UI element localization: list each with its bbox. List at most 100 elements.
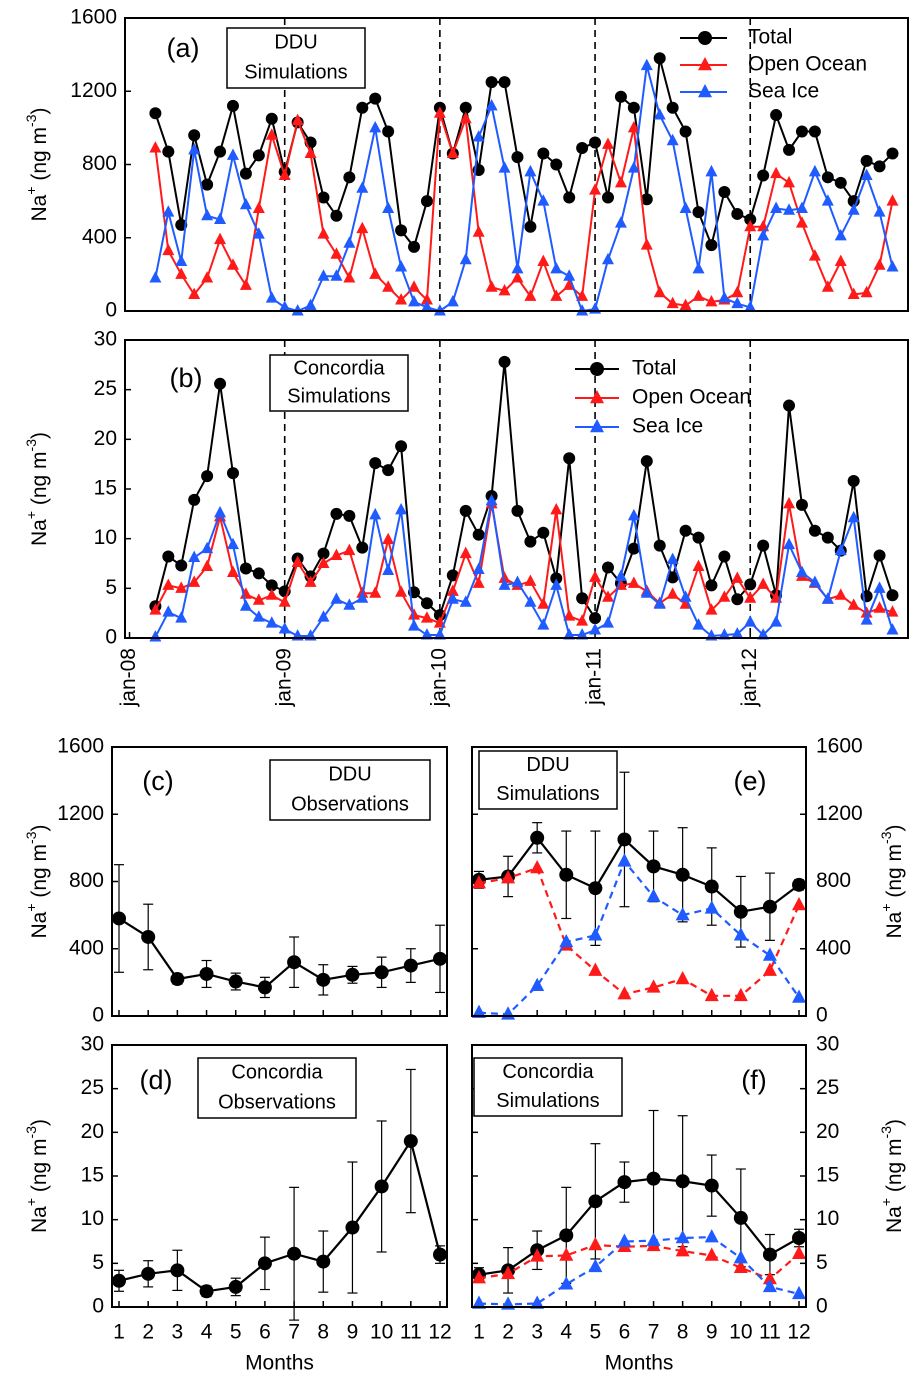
x-tick-label: 6 <box>619 1321 631 1344</box>
marker <box>589 570 602 582</box>
marker <box>265 579 278 592</box>
y-tick-label: 1600 <box>57 735 104 758</box>
y-axis-label-sup: + <box>23 511 39 519</box>
marker <box>675 1243 690 1257</box>
y-tick-label: 800 <box>82 152 117 175</box>
marker <box>374 1179 389 1194</box>
marker <box>675 907 690 921</box>
y-axis-label-sup: + <box>878 1198 894 1206</box>
marker <box>356 181 369 193</box>
marker <box>614 90 627 103</box>
marker <box>795 125 808 138</box>
marker <box>459 101 472 114</box>
series-line <box>154 500 894 638</box>
marker <box>530 830 545 845</box>
marker <box>783 143 796 156</box>
y-axis-label-part: ) <box>28 432 51 439</box>
marker <box>201 541 214 554</box>
x-tick-label: jan-11 <box>583 648 606 706</box>
marker <box>382 125 395 138</box>
marker <box>382 280 395 292</box>
y-axis-label-sup: -3 <box>878 831 894 844</box>
panel-label: (c) <box>142 766 173 796</box>
x-tick-label: 7 <box>288 1321 300 1344</box>
y-tick-label: 25 <box>94 377 117 400</box>
marker <box>485 494 498 506</box>
marker <box>343 509 356 522</box>
marker <box>873 549 886 562</box>
series-line <box>118 917 441 989</box>
x-tick-label: 3 <box>172 1321 184 1344</box>
marker <box>576 628 589 640</box>
x-tick-label: 9 <box>347 1321 359 1344</box>
marker <box>498 355 511 368</box>
y-axis-label-part: (ng m <box>28 451 51 511</box>
marker <box>744 213 757 226</box>
marker <box>395 224 408 237</box>
marker <box>589 136 602 149</box>
y-tick-label: 1600 <box>70 6 117 29</box>
marker <box>278 300 291 312</box>
marker <box>640 455 653 468</box>
marker <box>886 194 899 206</box>
marker <box>614 175 627 188</box>
marker <box>731 627 744 639</box>
marker <box>317 269 330 281</box>
marker <box>550 578 563 590</box>
marker <box>343 543 356 556</box>
marker <box>795 565 808 577</box>
marker <box>498 76 511 89</box>
marker <box>705 603 718 615</box>
marker <box>472 130 485 142</box>
marker <box>162 145 175 158</box>
marker <box>563 191 576 204</box>
marker <box>718 550 731 563</box>
marker <box>188 287 201 300</box>
y-tick-label: 1200 <box>70 79 117 102</box>
x-tick-label: 4 <box>560 1321 572 1344</box>
y-axis-label-part: Na <box>883 911 906 938</box>
marker <box>692 289 705 301</box>
marker <box>537 526 550 539</box>
marker <box>239 599 252 611</box>
marker <box>646 859 661 874</box>
marker <box>576 289 589 301</box>
marker <box>304 575 317 587</box>
marker <box>744 578 757 591</box>
marker <box>795 201 808 213</box>
annotation-box <box>197 1057 357 1119</box>
marker <box>704 879 719 894</box>
legend-label: Open Ocean <box>632 386 751 409</box>
marker <box>692 618 705 630</box>
marker <box>675 867 690 882</box>
marker <box>733 987 748 1002</box>
x-tick-label: 4 <box>201 1321 213 1344</box>
y-tick-label: 800 <box>69 869 104 892</box>
marker <box>704 1229 719 1243</box>
annotation-text: Simulations <box>244 61 347 83</box>
y-axis-label-part: (ng m <box>883 844 906 904</box>
marker <box>330 269 343 281</box>
marker <box>886 623 899 635</box>
x-tick-label: 8 <box>677 1321 689 1344</box>
marker <box>705 164 718 177</box>
x-tick-label: 2 <box>142 1321 154 1344</box>
x-tick-label: 3 <box>531 1321 543 1344</box>
x-tick-label: 2 <box>502 1321 514 1344</box>
y-tick-label: 20 <box>816 1120 839 1143</box>
marker <box>704 987 719 1002</box>
marker <box>472 528 485 541</box>
marker <box>733 927 748 941</box>
marker <box>757 628 770 640</box>
marker <box>214 232 227 245</box>
marker <box>287 955 302 970</box>
marker <box>524 574 537 586</box>
marker <box>792 1231 807 1246</box>
marker <box>744 219 757 232</box>
marker <box>588 927 603 941</box>
marker <box>762 1278 777 1293</box>
marker <box>433 106 446 118</box>
marker <box>485 280 498 292</box>
y-tick-label: 800 <box>816 869 851 892</box>
marker <box>433 628 446 640</box>
